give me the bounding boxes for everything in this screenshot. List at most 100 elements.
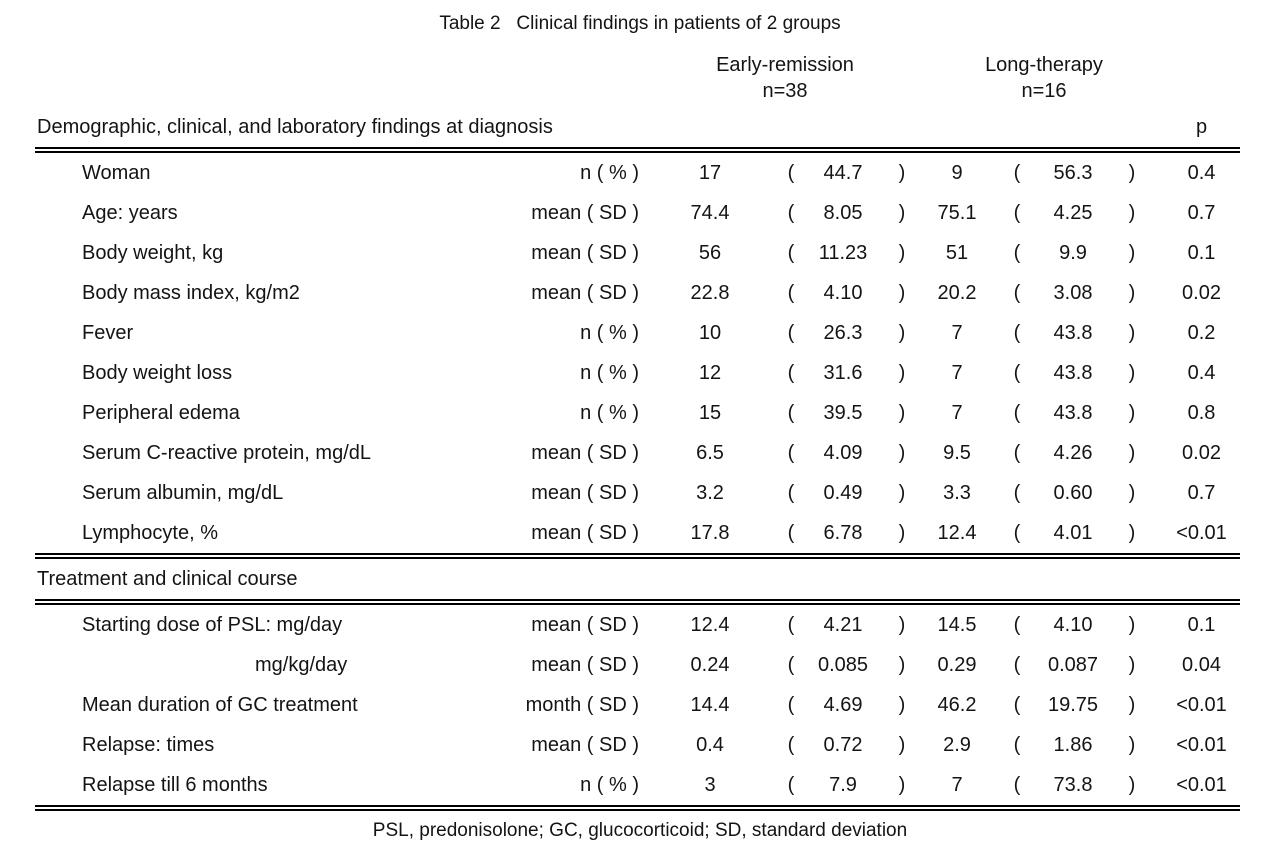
paren-open: (	[787, 321, 795, 344]
paren-open: (	[787, 693, 795, 716]
p-value: 0.02	[1182, 281, 1221, 304]
long-therapy-sd: 4.10	[1053, 613, 1093, 636]
long-therapy-sd: 3.08	[1053, 281, 1093, 304]
long-therapy-sd: 43.8	[1053, 401, 1093, 424]
table-row: Peripheral edema n ( % ) 15 ( 39.5 ) 7 (…	[35, 393, 1240, 433]
group-header-long-therapy: Long-therapy n=16	[925, 49, 1163, 107]
paren-close: )	[898, 441, 906, 464]
p-column-label	[1163, 556, 1240, 605]
row-stat-label: n ( % )	[580, 321, 639, 344]
paren-close: )	[898, 281, 906, 304]
long-therapy-sd: 4.26	[1053, 441, 1093, 464]
row-stat-label: n ( % )	[580, 401, 639, 424]
paren-open: (	[1013, 441, 1021, 464]
paren-open: (	[1013, 321, 1021, 344]
row-label: Peripheral edema	[82, 401, 240, 424]
early-remission-value: 6.5	[696, 441, 724, 464]
early-remission-value: 12	[698, 361, 722, 384]
p-value: 0.8	[1187, 401, 1216, 424]
group-n-count: n=16	[1021, 80, 1067, 102]
p-value: 0.4	[1187, 161, 1216, 184]
paren-close: )	[1128, 401, 1136, 424]
paren-close: )	[1128, 613, 1136, 636]
early-remission-sd: 0.085	[817, 653, 869, 676]
table-row: Lymphocyte, % mean ( SD ) 17.8 ( 6.78 ) …	[35, 513, 1240, 559]
early-remission-value: 15	[698, 401, 722, 424]
paren-open: (	[1013, 481, 1021, 504]
paren-open: (	[787, 281, 795, 304]
early-remission-value: 17	[698, 161, 722, 184]
row-label: Age: years	[82, 201, 178, 224]
row-stat-label: n ( % )	[495, 765, 645, 811]
long-therapy-sd: 4.25	[1053, 201, 1093, 224]
table-row: Mean duration of GC treatment month ( SD…	[35, 685, 1240, 725]
section-header-label: Demographic, clinical, and laboratory fi…	[35, 107, 1163, 153]
paren-open: (	[787, 441, 795, 464]
early-remission-value: 14.4	[690, 693, 730, 716]
paren-close: )	[898, 361, 906, 384]
long-therapy-sd: 43.8	[1053, 321, 1093, 344]
early-remission-sd: 39.5	[823, 401, 863, 424]
paren-open: (	[1013, 693, 1021, 716]
paren-open: (	[787, 401, 795, 424]
row-stat-label: mean ( SD )	[531, 613, 639, 636]
paren-close: )	[1128, 281, 1136, 304]
long-therapy-sd: 43.8	[1053, 361, 1093, 384]
row-stat-label: mean ( SD )	[531, 653, 639, 676]
paren-open: (	[1013, 401, 1021, 424]
paren-open: (	[1013, 201, 1021, 224]
paren-close: )	[1128, 241, 1136, 264]
p-value: <0.01	[1163, 513, 1240, 559]
paren-close: )	[1101, 513, 1163, 559]
row-label: Woman	[82, 161, 151, 184]
row-stat-label: mean ( SD )	[531, 201, 639, 224]
paren-close: )	[898, 613, 906, 636]
row-stat-label: mean ( SD )	[531, 241, 639, 264]
early-remission-value: 56	[698, 241, 722, 264]
early-remission-sd: 11.23	[818, 241, 868, 264]
row-stat-label: mean ( SD )	[495, 513, 645, 559]
early-remission-value: 0.24	[690, 653, 730, 676]
paren-open: (	[1013, 161, 1021, 184]
p-value: 0.4	[1187, 361, 1216, 384]
paren-close: )	[898, 653, 906, 676]
table-footnote: PSL, predonisolone; GC, glucocorticoid; …	[372, 820, 908, 841]
paren-open: (	[775, 765, 807, 811]
paren-open: (	[787, 161, 795, 184]
section-header-row: Treatment and clinical course	[35, 556, 1240, 605]
long-therapy-value: 7	[951, 401, 963, 424]
early-remission-value: 17.8	[645, 513, 775, 559]
early-remission-sd: 4.69	[823, 693, 863, 716]
p-value: <0.01	[1176, 693, 1227, 716]
paren-close: )	[898, 241, 906, 264]
long-therapy-value: 2.9	[943, 733, 971, 756]
long-therapy-sd: 4.01	[1045, 513, 1101, 559]
long-therapy-sd: 0.60	[1053, 481, 1093, 504]
early-remission-sd: 6.78	[807, 513, 879, 559]
paren-close: )	[1128, 693, 1136, 716]
table-row: Body mass index, kg/m2 mean ( SD ) 22.8 …	[35, 273, 1240, 313]
table-row: Serum albumin, mg/dL mean ( SD ) 3.2 ( 0…	[35, 473, 1240, 513]
long-therapy-sd: 73.8	[1045, 765, 1101, 811]
paren-open: (	[989, 765, 1045, 811]
p-value: 0.7	[1187, 201, 1216, 224]
row-label: Relapse: times	[82, 733, 215, 756]
paren-open: (	[1013, 613, 1021, 636]
row-stat-label: mean ( SD )	[531, 281, 639, 304]
paren-open: (	[1013, 653, 1021, 676]
row-label: Serum C-reactive protein, mg/dL	[82, 441, 372, 464]
paren-open: (	[787, 241, 795, 264]
row-label: mg/kg/day	[255, 653, 348, 676]
paren-close: )	[1128, 733, 1136, 756]
early-remission-sd: 44.7	[823, 161, 863, 184]
paren-close: )	[898, 481, 906, 504]
row-label: Body mass index, kg/m2	[82, 281, 300, 304]
paren-open: (	[787, 481, 795, 504]
paren-open: (	[775, 513, 807, 559]
p-value: 0.2	[1187, 321, 1216, 344]
early-remission-sd: 8.05	[823, 201, 863, 224]
paren-close: )	[1128, 161, 1136, 184]
long-therapy-value: 51	[945, 241, 969, 264]
row-stat-label: month ( SD )	[525, 693, 639, 716]
group-name: Early-remission	[716, 54, 854, 76]
